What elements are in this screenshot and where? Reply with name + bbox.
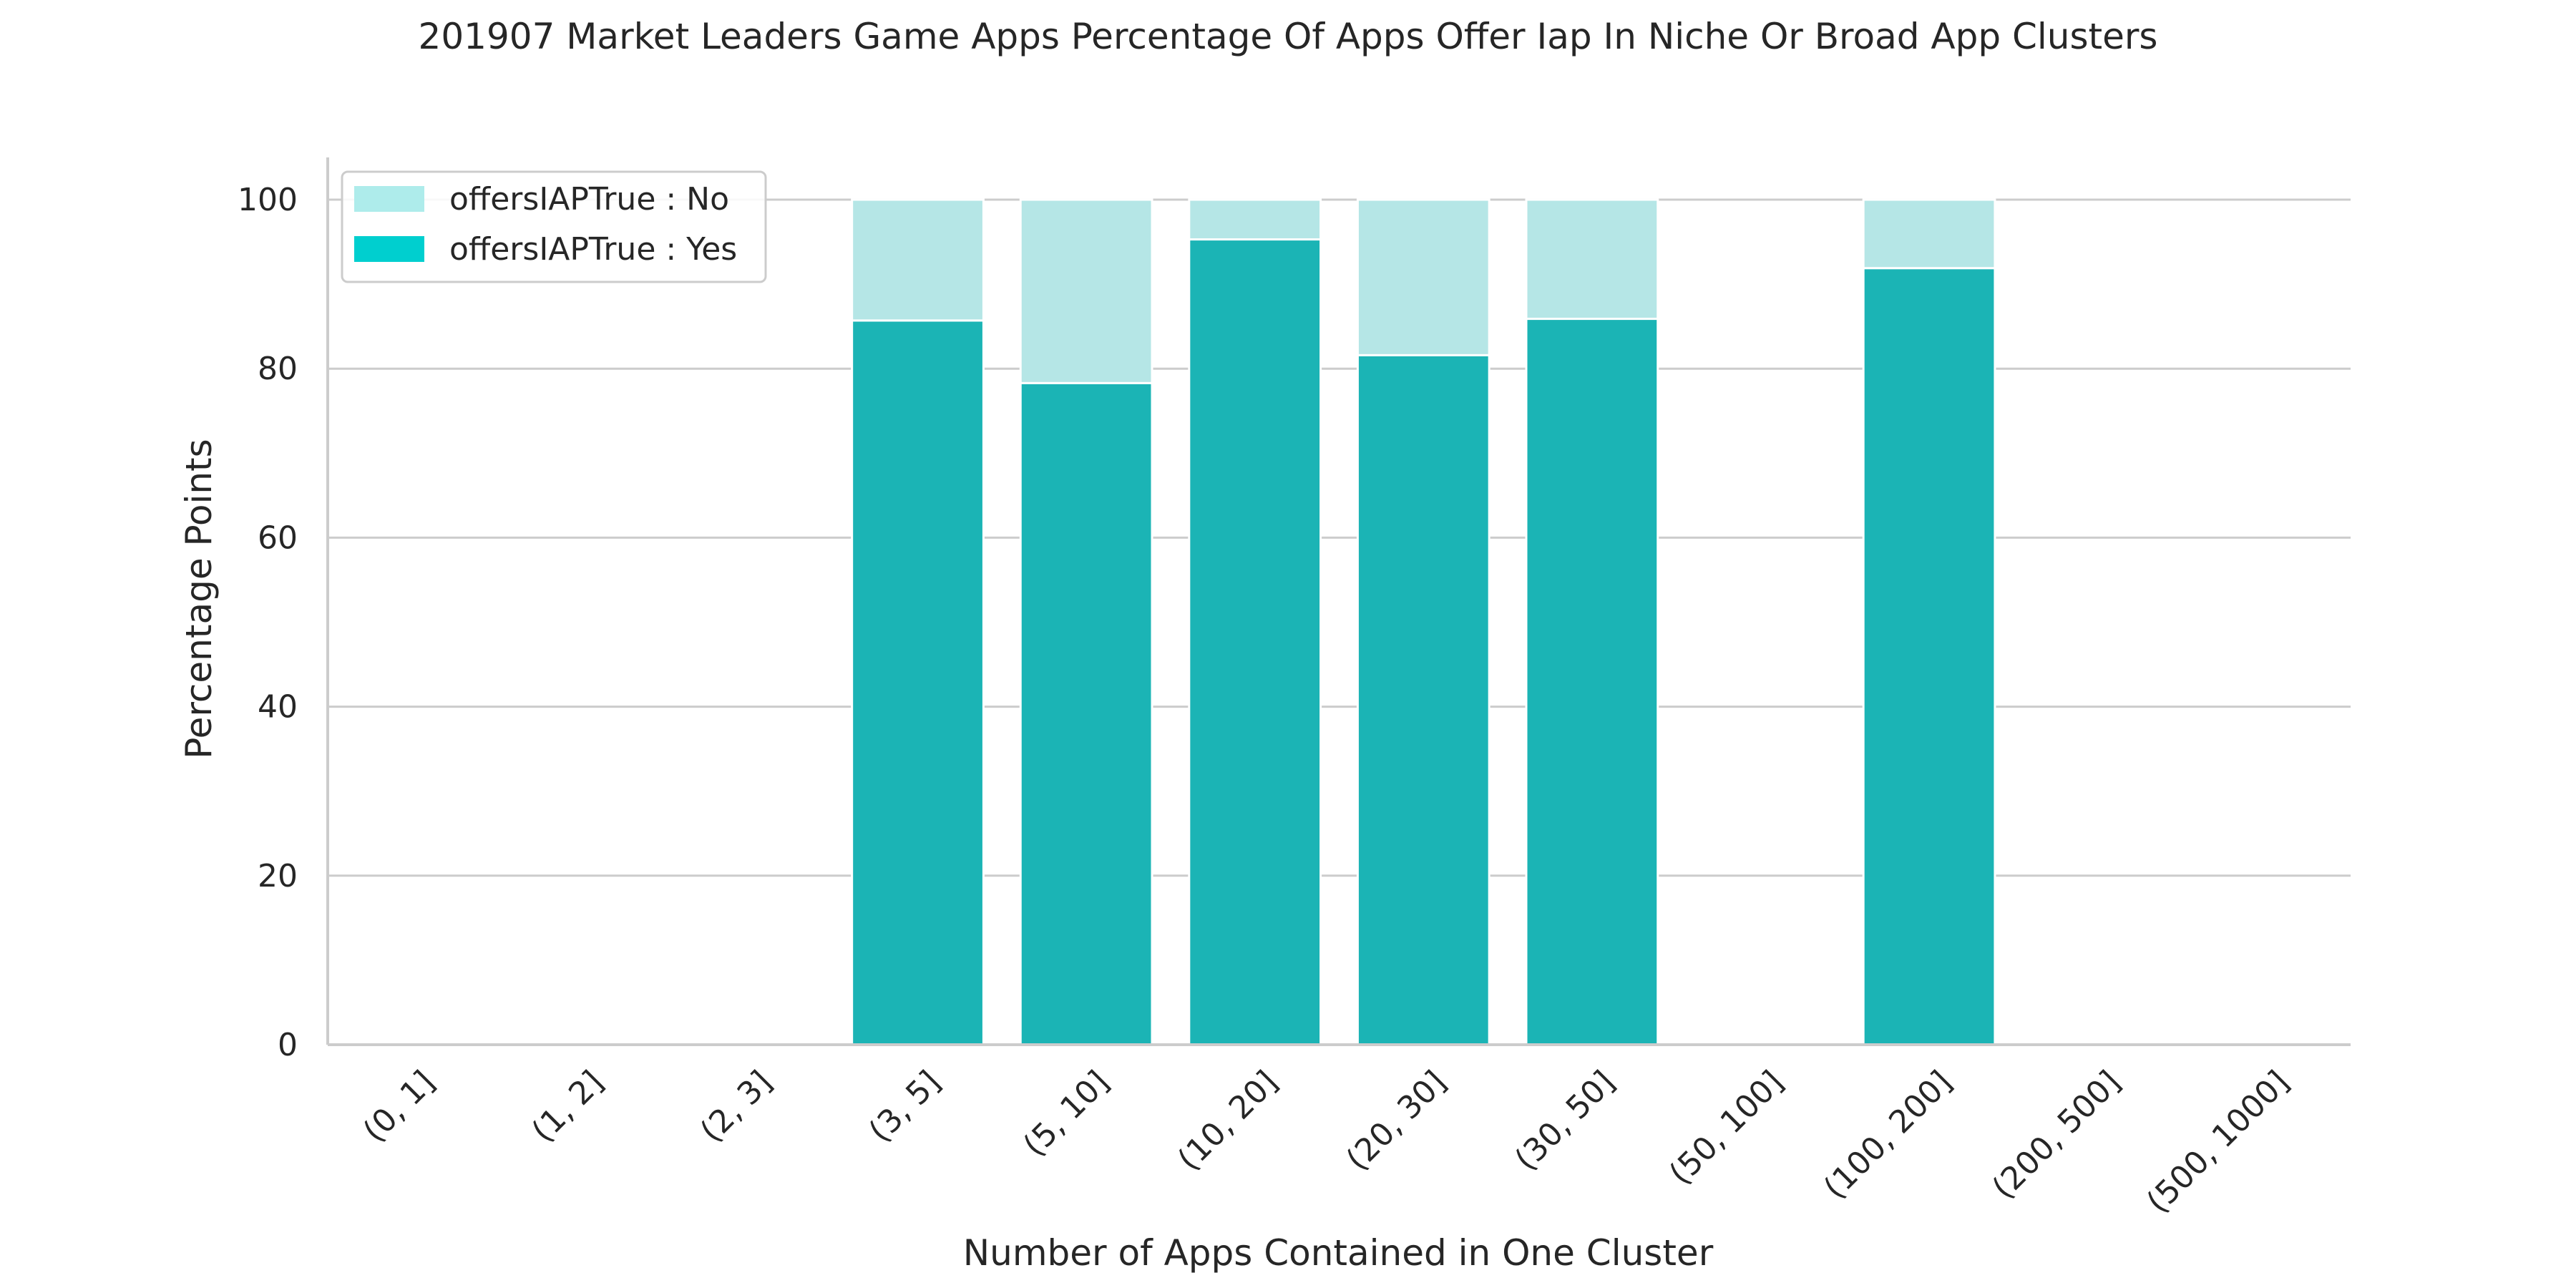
x-tick-label: (0, 1]	[356, 1064, 442, 1150]
bar-yes	[1525, 318, 1659, 1046]
y-tick-label: 0	[278, 1027, 298, 1063]
x-tick-label: (1, 2]	[525, 1064, 610, 1150]
bar-yes	[1862, 267, 1996, 1046]
x-tick-label: (50, 100]	[1662, 1064, 1790, 1192]
bar-yes	[851, 319, 985, 1046]
y-tick-label: 20	[258, 858, 298, 894]
x-tick-label: (200, 500]	[1986, 1064, 2128, 1206]
bar-yes	[1356, 353, 1491, 1046]
bars	[851, 198, 1996, 1046]
bar-yes	[1188, 238, 1322, 1046]
y-axis-label: Percentage Points	[178, 439, 220, 758]
axes	[326, 157, 2351, 1046]
bar-no	[1188, 198, 1322, 241]
x-tick-label: (10, 20]	[1171, 1064, 1284, 1178]
bar-no	[1862, 198, 1996, 270]
legend-swatch	[354, 236, 424, 262]
y-tick-labels: 0 20 40 60 80 100	[238, 182, 298, 1063]
x-axis-label: Number of Apps Contained in One Cluster	[963, 1232, 1714, 1274]
x-tick-label: (20, 30]	[1340, 1064, 1453, 1178]
legend-label: offersIAPTrue : No	[449, 181, 729, 218]
legend-label: offersIAPTrue : Yes	[449, 231, 737, 268]
bar-no	[1525, 198, 1659, 321]
legend-box	[341, 170, 767, 283]
x-tick-label: (2, 3]	[693, 1064, 779, 1150]
x-tick-label: (30, 50]	[1508, 1064, 1621, 1178]
bar-no	[1356, 198, 1491, 356]
legend: offersIAPTrue : No offersIAPTrue : Yes	[341, 170, 767, 283]
chart-title: 201907 Market Leaders Game Apps Percenta…	[419, 16, 2158, 57]
x-tick-label: (5, 10]	[1016, 1064, 1116, 1164]
y-tick-label: 80	[258, 351, 298, 387]
y-tick-label: 40	[258, 689, 298, 726]
x-tick-label: (500, 1000]	[2140, 1064, 2296, 1221]
y-tick-label: 100	[238, 182, 298, 218]
x-tick-label: (100, 200]	[1817, 1064, 1959, 1206]
x-tick-labels: (0, 1] (1, 2] (2, 3] (3, 5] (5, 10] (10, 20] (…	[356, 1064, 2296, 1221]
bar-no	[1019, 198, 1153, 384]
gridlines	[328, 198, 2351, 877]
y-tick-label: 60	[258, 519, 298, 556]
x-tick-label: (3, 5]	[862, 1064, 948, 1150]
legend-swatch	[354, 186, 424, 212]
bar-yes	[1019, 381, 1153, 1046]
bar-no	[851, 198, 985, 322]
